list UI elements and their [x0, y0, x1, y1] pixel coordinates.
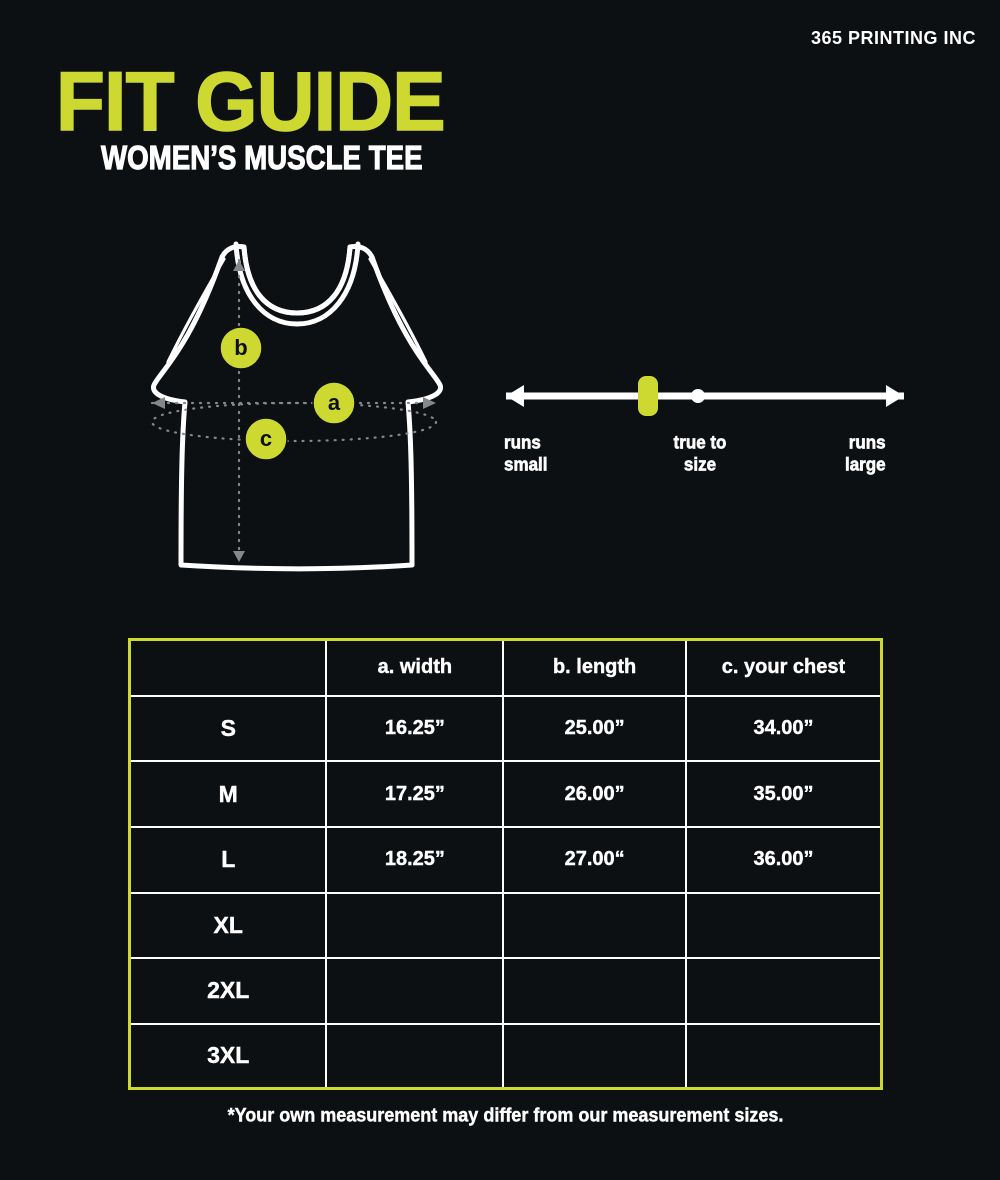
svg-text:a: a [328, 390, 341, 415]
svg-text:b: b [234, 335, 247, 360]
svg-text:c: c [260, 426, 272, 451]
